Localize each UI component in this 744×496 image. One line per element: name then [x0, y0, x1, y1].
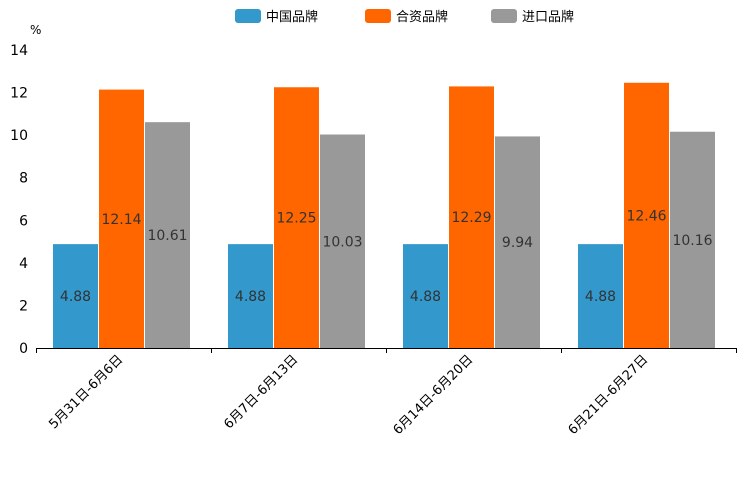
data-label: 4.88 — [410, 289, 441, 305]
y-tick-label: 10 — [10, 128, 28, 144]
bar — [99, 89, 144, 348]
data-label: 4.88 — [235, 289, 266, 305]
bars — [53, 82, 715, 349]
y-tick-label: 12 — [10, 86, 28, 102]
legend-swatch — [235, 9, 261, 23]
x-category-label: 5月31日-6月6日 — [46, 352, 126, 432]
y-tick-label: 6 — [19, 213, 28, 229]
x-axis: 5月31日-6月6日 6月7日-6月13日 6月14日-6月20日 6月21日-6月2… — [36, 348, 737, 438]
bar — [670, 131, 715, 348]
legend: 中国品牌 合资品牌 进口品牌 — [235, 9, 574, 25]
data-label: 10.61 — [147, 228, 187, 244]
bar — [495, 136, 540, 348]
data-label: 12.14 — [101, 212, 141, 228]
legend-label: 合资品牌 — [396, 9, 448, 25]
data-labels: 4.88 12.14 10.61 4.88 12.25 10.03 4.88 12.29 9.9… — [60, 208, 713, 305]
bar — [274, 87, 319, 348]
bar — [228, 244, 273, 348]
y-tick-label: 2 — [19, 298, 28, 314]
y-axis: 0 2 4 6 8 10 12 14 — [10, 43, 28, 357]
y-tick-label: 0 — [19, 341, 28, 357]
y-axis-unit: % — [30, 23, 41, 37]
bar — [449, 86, 494, 349]
bar — [145, 122, 190, 348]
x-category-label: 6月21日-6月27日 — [566, 352, 652, 438]
x-category-label: 6月7日-6月13日 — [221, 352, 301, 432]
legend-swatch — [365, 9, 391, 23]
bar — [403, 244, 448, 348]
data-label: 12.46 — [626, 208, 666, 224]
data-label: 4.88 — [585, 289, 616, 305]
legend-label: 进口品牌 — [522, 9, 574, 25]
y-tick-label: 4 — [19, 256, 28, 272]
bar — [624, 82, 669, 348]
legend-label: 中国品牌 — [266, 9, 318, 25]
y-tick-label: 14 — [10, 43, 28, 59]
bar — [320, 134, 365, 348]
data-label: 10.16 — [672, 233, 712, 249]
y-tick-label: 8 — [19, 171, 28, 187]
x-category-label: 6月14日-6月20日 — [391, 352, 477, 438]
data-label: 12.25 — [276, 211, 316, 227]
bar — [578, 244, 623, 348]
data-label: 4.88 — [60, 289, 91, 305]
legend-swatch — [491, 9, 517, 23]
data-label: 9.94 — [502, 235, 533, 251]
data-label: 12.29 — [451, 210, 491, 226]
bar — [53, 244, 98, 348]
data-label: 10.03 — [322, 234, 362, 250]
